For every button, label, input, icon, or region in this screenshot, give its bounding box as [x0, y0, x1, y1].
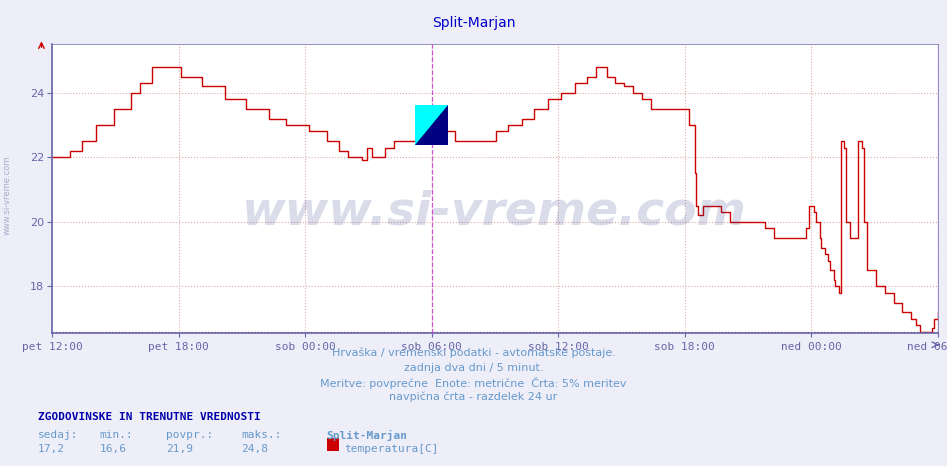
Text: navpična črta - razdelek 24 ur: navpična črta - razdelek 24 ur: [389, 391, 558, 402]
Text: 24,8: 24,8: [241, 444, 269, 454]
Text: Split-Marjan: Split-Marjan: [432, 16, 515, 30]
Text: www.si-vreme.com: www.si-vreme.com: [3, 156, 12, 235]
Text: Split-Marjan: Split-Marjan: [327, 430, 408, 441]
Text: povpr.:: povpr.:: [166, 430, 213, 440]
Text: temperatura[C]: temperatura[C]: [344, 444, 438, 454]
Polygon shape: [415, 105, 448, 145]
Polygon shape: [415, 105, 448, 145]
Text: 16,6: 16,6: [99, 444, 127, 454]
Text: min.:: min.:: [99, 430, 134, 440]
Text: www.si-vreme.com: www.si-vreme.com: [242, 189, 747, 234]
Text: 21,9: 21,9: [166, 444, 193, 454]
Text: Hrvaška / vremenski podatki - avtomatske postaje.: Hrvaška / vremenski podatki - avtomatske…: [331, 347, 616, 358]
Text: sedaj:: sedaj:: [38, 430, 79, 440]
Text: Meritve: povprečne  Enote: metrične  Črta: 5% meritev: Meritve: povprečne Enote: metrične Črta:…: [320, 377, 627, 390]
Text: maks.:: maks.:: [241, 430, 282, 440]
Text: 17,2: 17,2: [38, 444, 65, 454]
Text: zadnja dva dni / 5 minut.: zadnja dva dni / 5 minut.: [403, 363, 544, 372]
Text: ZGODOVINSKE IN TRENUTNE VREDNOSTI: ZGODOVINSKE IN TRENUTNE VREDNOSTI: [38, 412, 260, 422]
